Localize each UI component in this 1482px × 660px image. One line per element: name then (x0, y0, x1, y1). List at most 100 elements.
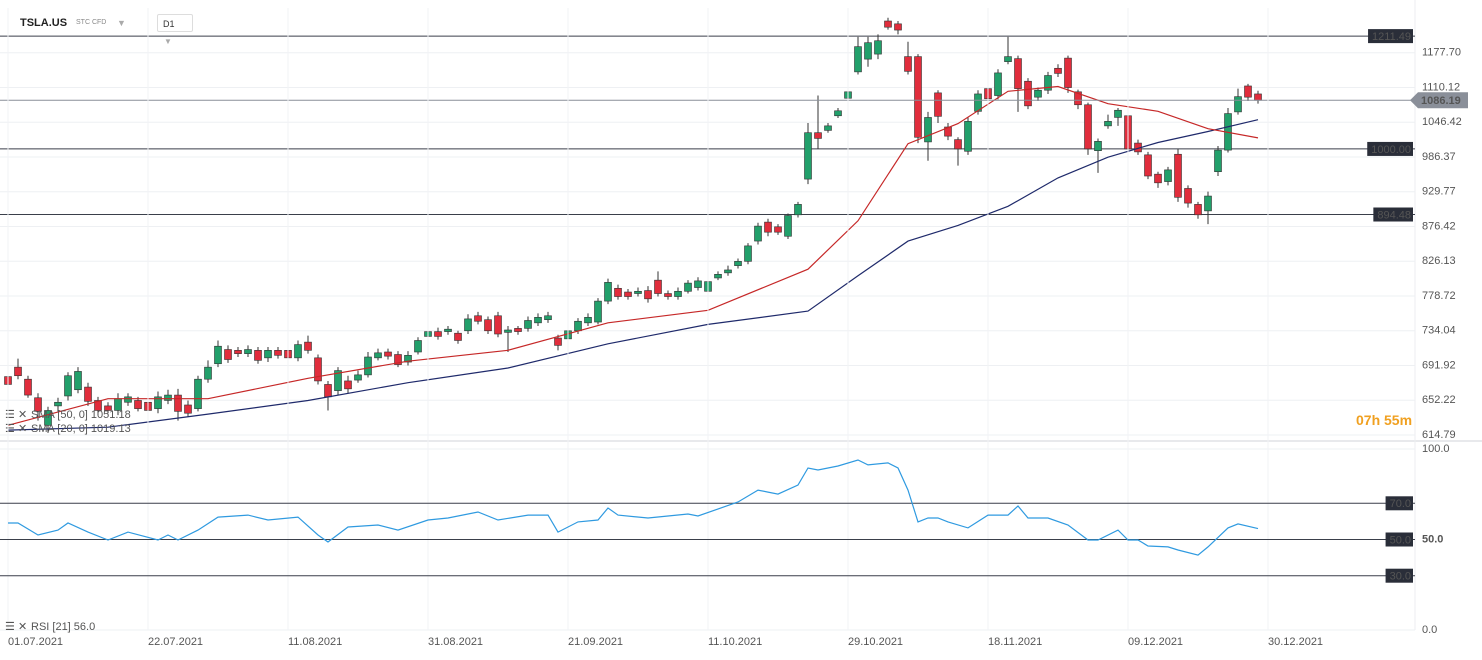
candle-body (224, 349, 232, 360)
candle-body (1064, 57, 1072, 88)
interval: D1 (163, 19, 175, 29)
candle-body (344, 380, 352, 390)
candle-body (1244, 85, 1252, 98)
level-label-bg (1367, 141, 1413, 156)
y-tick-label: 929.77 (1422, 186, 1456, 198)
candle-body (194, 378, 202, 409)
x-tick-label: 11.10.2021 (708, 636, 762, 648)
candle-body (744, 245, 752, 262)
candle-body (674, 290, 682, 297)
candle-body (1214, 149, 1222, 173)
instrument: STC CFD (76, 19, 107, 26)
candle-body (954, 139, 962, 150)
level-label: 1211.49 (1368, 29, 1413, 44)
y-tick-label: 1046.42 (1422, 116, 1462, 128)
instrument-caret[interactable]: ▼ (117, 18, 126, 28)
candle-body (104, 405, 112, 411)
legend-close: ✕ (18, 423, 27, 435)
level-label-bg (1385, 496, 1413, 511)
level-label-bg (1368, 29, 1413, 44)
candle-body (664, 293, 672, 297)
candle-body (634, 290, 642, 294)
candle-body (234, 350, 242, 354)
candle-body (1204, 195, 1212, 212)
candle-body (54, 401, 62, 407)
level-label-text: 1000.00 (1371, 144, 1411, 156)
current-price-tag (1410, 92, 1468, 109)
level-label-text: 70.0 (1390, 498, 1411, 510)
candle-body (1004, 56, 1012, 62)
candle-body (204, 366, 212, 380)
candle-body (384, 351, 392, 357)
legend-entry: RSI [21] 56.0 (31, 621, 95, 633)
indicator-line (8, 459, 1259, 556)
interval-caret: ▼ (164, 37, 172, 46)
candle-body (484, 319, 492, 332)
candle-body (324, 384, 332, 398)
candle-body (1094, 141, 1102, 151)
candle-body (964, 121, 972, 152)
legend-entry: SMA [20, 0] 1019.13 (31, 423, 131, 435)
y-tick-label: 614.79 (1422, 429, 1456, 441)
candle-body (134, 400, 142, 409)
candle-body (154, 396, 162, 409)
level-label-text: 30.0 (1390, 571, 1411, 583)
y-tick-label: 876.42 (1422, 220, 1456, 232)
candle-body (784, 215, 792, 237)
candle-body (24, 378, 32, 396)
current-price-label: 1086.19 (1421, 95, 1461, 107)
candle-body (994, 72, 1002, 96)
candle-body (734, 261, 742, 266)
level-label: 50.0 (1385, 532, 1413, 547)
candle-body (924, 117, 932, 143)
candle-body (1014, 58, 1022, 89)
level-label: 30.0 (1385, 568, 1413, 583)
candle-body (314, 357, 322, 382)
x-tick-label: 11.08.2021 (288, 636, 342, 648)
y-tick-label: 986.37 (1422, 151, 1456, 163)
candle-body (274, 350, 282, 356)
y-tick-label: 734.04 (1422, 325, 1456, 337)
candle-body (574, 320, 582, 332)
candle-body (74, 371, 82, 391)
candle-body (1044, 75, 1052, 91)
candle-body (64, 375, 72, 397)
candle-body (294, 344, 302, 359)
candle-body (1234, 96, 1242, 113)
candle-body (754, 225, 762, 242)
candle-body (774, 226, 782, 233)
level-label-bg (1385, 568, 1413, 583)
candle-body (914, 56, 922, 138)
candle-body (604, 282, 612, 302)
y-tick-label: 652.22 (1422, 394, 1456, 406)
candle-body (854, 46, 862, 73)
candle-body (864, 42, 872, 60)
candle-body (1054, 67, 1062, 74)
symbol[interactable]: TSLA.US (20, 17, 68, 29)
candle-body (724, 269, 732, 274)
interval-select[interactable]: D1 ▼ (157, 14, 193, 46)
candle-body (1084, 104, 1092, 150)
candle-body (1144, 154, 1152, 177)
level-label-bg (1385, 532, 1413, 547)
candle-body (544, 315, 552, 320)
candle-body (1194, 204, 1202, 216)
candle-body (94, 400, 102, 411)
candle-body (694, 280, 702, 288)
candle-body (614, 287, 622, 297)
candle-body (264, 350, 272, 359)
candle-body (594, 300, 602, 323)
x-tick-label: 22.07.2021 (148, 636, 203, 648)
y-tick-label: 778.72 (1422, 290, 1456, 302)
indicator-line (7, 85, 1259, 426)
level-label: 70.0 (1385, 496, 1413, 511)
legend-close: ✕ (18, 409, 27, 421)
level-label: 894.48 (1373, 207, 1413, 222)
candle-body (454, 332, 462, 341)
candle-body (244, 349, 252, 354)
y-tick-label: 826.13 (1422, 255, 1456, 267)
legend-icon: ☰ (5, 621, 15, 633)
candle-body (834, 110, 842, 117)
candle-body (904, 56, 912, 72)
